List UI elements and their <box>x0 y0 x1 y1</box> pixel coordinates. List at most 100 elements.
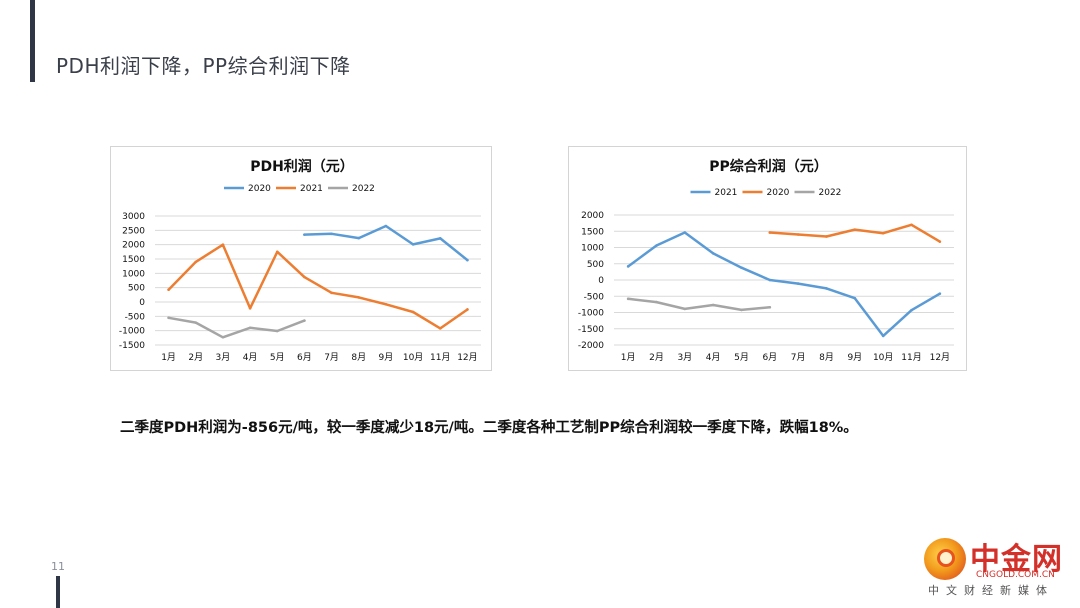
logo-name: 中金网 <box>970 542 1063 577</box>
chart-svg: PP综合利润（元） 2021 2020 2022 2000 1500 1000 500 0 -50… <box>578 158 954 363</box>
data-point <box>796 233 800 236</box>
series-line-2022 <box>626 297 772 312</box>
data-point <box>221 335 225 339</box>
x-tick-label: 2月 <box>649 352 664 363</box>
x-tick-label: 4月 <box>243 352 258 363</box>
data-point <box>626 297 630 301</box>
y-tick-label: 1500 <box>122 255 145 265</box>
data-point <box>938 292 942 295</box>
x-tick-label: 11月 <box>430 352 450 363</box>
data-point <box>853 296 857 300</box>
x-tick-label: 9月 <box>847 352 862 363</box>
x-tick-label: 6月 <box>297 352 312 363</box>
pp-profit-chart: PP综合利润（元） 2021 2020 2022 2000 1500 1000 500 0 -50… <box>568 146 967 371</box>
data-point <box>248 326 252 330</box>
data-point <box>357 296 361 299</box>
legend-label: 2021 <box>715 188 738 198</box>
data-point <box>357 236 361 240</box>
data-point <box>303 319 306 322</box>
logo-domain: CNGOLD.COM.CN <box>976 570 1055 580</box>
data-point <box>384 302 388 306</box>
series-line-2022 <box>167 316 306 339</box>
y-tick-label: -2000 <box>578 341 604 351</box>
y-tick-label: 2000 <box>122 241 145 251</box>
y-tick-label: 1000 <box>581 244 604 254</box>
data-point <box>330 291 333 295</box>
chart-svg: PDH利润（元） 2020 2021 2022 3000 2500 2000 1500 1000… <box>119 158 481 363</box>
data-point <box>384 224 388 228</box>
x-tick-label: 3月 <box>677 352 692 363</box>
data-point <box>768 278 772 282</box>
data-point <box>411 243 415 246</box>
x-tick-label: 7月 <box>324 352 339 363</box>
page-number: 11 <box>51 560 65 573</box>
data-point <box>303 275 306 279</box>
data-point <box>248 307 252 310</box>
summary-text: 二季度PDH利润为-856元/吨，较一季度减少18元/吨。二季度各种工艺制PP综… <box>120 420 858 436</box>
data-point <box>768 306 772 309</box>
x-tick-label: 5月 <box>270 352 285 363</box>
chart-title: PDH利润（元） <box>250 158 354 175</box>
legend-label: 2022 <box>352 184 375 194</box>
x-tick-label: 3月 <box>216 352 231 363</box>
slide-title: PDH利润下降，PP综合利润下降 <box>56 54 351 78</box>
legend-label: 2022 <box>819 188 842 198</box>
data-point <box>853 228 857 231</box>
x-tick-label: 8月 <box>819 352 834 363</box>
data-point <box>438 237 442 240</box>
data-point <box>768 231 772 234</box>
y-tick-label: -500 <box>584 292 605 302</box>
data-point <box>796 282 800 285</box>
x-tick-label: 8月 <box>351 352 366 363</box>
x-tick-label: 2月 <box>188 352 203 363</box>
x-tick-label: 6月 <box>762 352 777 363</box>
legend-label: 2020 <box>248 184 271 194</box>
x-tick-label: 12月 <box>930 352 950 363</box>
data-point <box>275 250 279 254</box>
legend-label: 2021 <box>300 184 323 194</box>
data-point <box>881 231 885 235</box>
x-tick-label: 7月 <box>791 352 806 363</box>
x-tick-label: 1月 <box>621 352 636 363</box>
y-tick-label: 0 <box>598 276 604 286</box>
data-point <box>938 240 942 243</box>
data-point <box>438 327 442 330</box>
data-point <box>167 288 170 291</box>
y-tick-label: -1000 <box>119 327 145 337</box>
x-tick-label: 4月 <box>706 352 721 363</box>
y-tick-label: 0 <box>139 298 145 308</box>
series-line-2020 <box>768 223 942 243</box>
logo-emblem-icon <box>924 538 966 580</box>
y-tick-label: 500 <box>587 260 604 270</box>
cngold-logo: 中金网 CNGOLD.COM.CN 中文财经新媒体 <box>916 534 1074 600</box>
y-tick-label: 500 <box>128 284 145 294</box>
y-tick-label: -500 <box>125 312 146 322</box>
data-point <box>910 223 913 227</box>
x-tick-label: 11月 <box>901 352 921 363</box>
data-point <box>825 235 828 238</box>
data-point <box>711 303 715 307</box>
data-point <box>655 244 658 247</box>
series-line-2021 <box>626 231 942 338</box>
x-tick-label: 10月 <box>403 352 423 363</box>
chart-title: PP综合利润（元） <box>709 158 828 175</box>
data-point <box>466 258 469 262</box>
x-tick-label: 9月 <box>379 352 394 363</box>
data-point <box>330 232 333 236</box>
data-point <box>655 300 658 304</box>
logo-subtitle: 中文财经新媒体 <box>928 584 1054 597</box>
y-tick-label: 2500 <box>122 226 145 236</box>
series-line-2021 <box>167 243 469 330</box>
y-tick-label: -1000 <box>578 309 604 319</box>
legend-label: 2020 <box>767 188 790 198</box>
x-tick-label: 5月 <box>734 352 749 363</box>
data-point <box>910 308 913 312</box>
y-tick-label: 1500 <box>581 227 604 237</box>
title-accent-bar <box>30 0 35 82</box>
data-point <box>626 265 630 268</box>
footer-accent-bar <box>56 576 60 608</box>
x-tick-label: 12月 <box>457 352 477 363</box>
data-point <box>881 334 885 338</box>
data-point <box>683 231 687 234</box>
data-point <box>221 243 225 246</box>
